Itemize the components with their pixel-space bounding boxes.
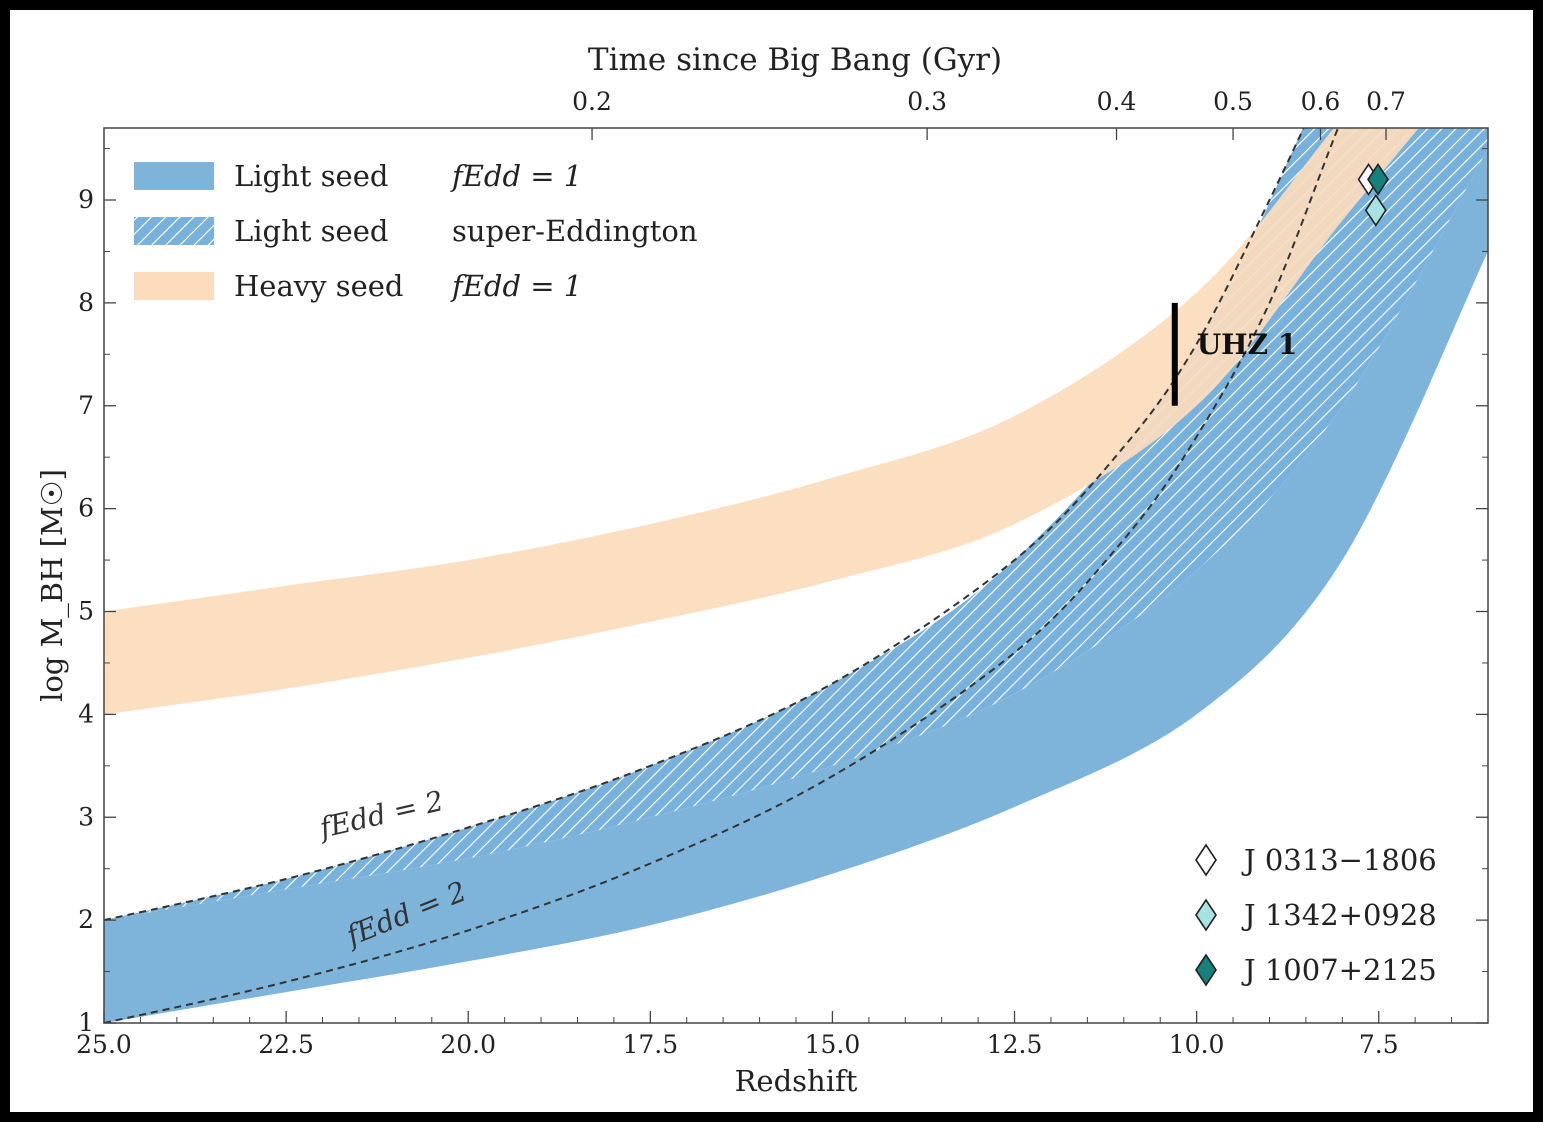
y-tick-label: 9 xyxy=(78,185,94,214)
x-tick-label: 12.5 xyxy=(987,1030,1043,1059)
y-tick-label: 3 xyxy=(78,802,94,831)
legend-desc: fEdd = 1 xyxy=(450,269,582,303)
x-tick-label: 25.0 xyxy=(76,1030,132,1059)
y-tick-label: 5 xyxy=(78,597,94,626)
uhz1-label: UHZ 1 xyxy=(1197,328,1298,361)
top-axis-label: Time since Big Bang (Gyr) xyxy=(588,42,1002,78)
y-tick-label: 4 xyxy=(78,699,94,728)
curve-label-upper: fEdd = 2 xyxy=(315,784,447,845)
legend-label: Heavy seed xyxy=(234,269,404,303)
data-point-j1007 xyxy=(1367,162,1389,196)
legend-point-label: J 1007+2125 xyxy=(1241,953,1437,987)
top-tick-label: 0.3 xyxy=(907,87,947,116)
y-tick-label: 8 xyxy=(78,288,94,317)
y-tick-label: 6 xyxy=(78,494,94,523)
top-tick-label: 0.7 xyxy=(1366,87,1406,116)
x-tick-label: 17.5 xyxy=(622,1030,678,1059)
legend-marker-point-1 xyxy=(1195,843,1217,877)
legend-label: Light seed xyxy=(234,214,388,248)
x-tick-label: 20.0 xyxy=(440,1030,496,1059)
legend-point-label: J 0313−1806 xyxy=(1241,843,1437,877)
top-tick-label: 0.6 xyxy=(1301,87,1341,116)
x-tick-label: 15.0 xyxy=(805,1030,861,1059)
legend-swatch-1 xyxy=(134,162,214,190)
legend-desc: super-Eddington xyxy=(452,214,698,248)
y-tick-label: 1 xyxy=(78,1008,94,1037)
series-band-3 xyxy=(104,128,1419,715)
legend-marker-point-3 xyxy=(1195,953,1217,987)
y-tick-label: 7 xyxy=(78,391,94,420)
series-band-1 xyxy=(104,148,1488,1023)
legend-swatch-2 xyxy=(134,217,214,245)
top-tick-label: 0.5 xyxy=(1213,87,1253,116)
x-tick-label: 10.0 xyxy=(1169,1030,1225,1059)
x-axis-label: Redshift xyxy=(735,1064,858,1098)
dashed-curve-2 xyxy=(104,128,1340,1023)
legend-label: Light seed xyxy=(234,159,388,193)
legend-desc: fEdd = 1 xyxy=(450,159,582,193)
x-tick-label: 7.5 xyxy=(1359,1030,1399,1059)
y-axis-label: log M_BH [M☉] xyxy=(35,469,70,702)
top-tick-label: 0.2 xyxy=(572,87,612,116)
legend-point-label: J 1342+0928 xyxy=(1241,898,1437,932)
top-tick-label: 0.4 xyxy=(1097,87,1137,116)
x-tick-label: 22.5 xyxy=(258,1030,314,1059)
legend-marker-point-2 xyxy=(1195,898,1217,932)
y-tick-label: 2 xyxy=(78,905,94,934)
data-point-j1342 xyxy=(1364,193,1387,227)
legend-swatch-3 xyxy=(134,272,214,300)
